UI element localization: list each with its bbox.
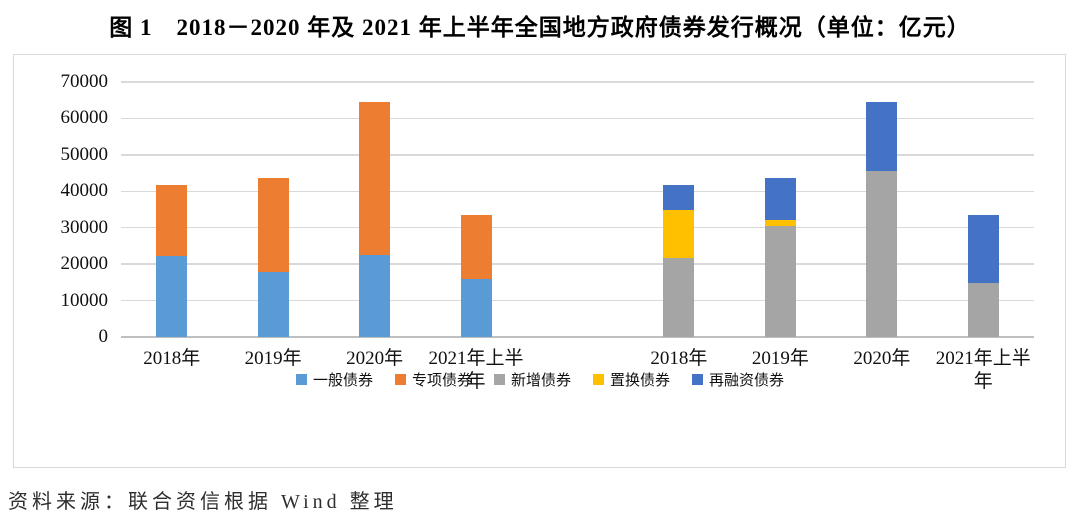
bar-segment	[663, 258, 695, 337]
x-axis-category-label: 2018年	[143, 348, 201, 369]
source-note: 资料来源：联合资信根据 Wind 整理	[8, 491, 398, 513]
legend-label: 新增债券	[510, 373, 571, 389]
legend-label: 置换债券	[610, 373, 671, 389]
legend-item: 一般债券	[295, 369, 373, 390]
bar-segment	[257, 272, 289, 337]
legend-swatch	[493, 374, 505, 385]
x-axis-category-label: 2020年	[853, 348, 911, 369]
legend-item: 专项债券	[394, 369, 472, 390]
x-axis-category-label: 2021年上半年	[428, 348, 524, 392]
bar-segment	[663, 210, 695, 259]
x-axis-line	[121, 336, 1034, 338]
legend-label: 专项债券	[411, 373, 472, 389]
bar-segment	[764, 219, 796, 226]
y-axis-tick-label: 40000	[60, 180, 109, 202]
bar-segment	[460, 279, 492, 337]
x-axis-category-label: 2019年	[244, 348, 302, 369]
y-axis-tick-label: 50000	[60, 143, 109, 165]
y-axis-tick-label: 0	[98, 326, 109, 347]
y-axis-tick-label: 30000	[60, 216, 109, 238]
gridline	[121, 190, 1034, 193]
legend-swatch	[295, 374, 307, 385]
gridline	[121, 226, 1034, 229]
bar-segment	[156, 256, 188, 337]
figure-title: 图 1 2018－2020 年及 2021 年上半年全国地方政府债券发行概况（单…	[109, 15, 971, 40]
bar-segment	[764, 225, 796, 337]
bar-segment	[663, 185, 695, 211]
bar-segment	[967, 215, 999, 284]
bar-segment	[156, 185, 188, 257]
y-axis-tick-label: 60000	[60, 107, 109, 129]
x-axis-category-label: 2019年	[751, 348, 809, 369]
x-axis-category-label: 2020年	[346, 348, 404, 369]
legend-item: 置换债券	[593, 369, 670, 390]
bar-segment	[866, 102, 898, 172]
bar-segment	[967, 283, 999, 337]
gridline	[121, 263, 1034, 265]
bar-segment	[764, 178, 796, 220]
gridline	[121, 154, 1034, 156]
y-axis-tick-label: 20000	[60, 253, 109, 275]
x-axis-category-label: 2021年上半年	[935, 348, 1031, 392]
legend-swatch	[593, 374, 604, 385]
legend-item: 新增债券	[493, 369, 571, 390]
y-axis-tick-label: 70000	[60, 71, 109, 92]
x-axis-category-label: 2018年	[650, 348, 708, 369]
legend-label: 再融资债券	[709, 373, 785, 389]
y-axis-tick-label: 10000	[60, 289, 109, 311]
bar-segment	[866, 171, 898, 337]
bar-segment	[460, 215, 492, 280]
legend-item: 再融资债券	[692, 369, 784, 390]
bar-segment	[359, 255, 391, 337]
legend-swatch	[394, 374, 406, 385]
legend-swatch	[692, 374, 704, 385]
legend: 一般债券 专项债券 新增债券 置换债券 再融资债券	[0, 369, 1080, 390]
bar-segment	[359, 102, 391, 256]
gridline	[121, 117, 1034, 120]
gridline	[121, 299, 1034, 302]
bar-segment	[257, 178, 289, 273]
legend-label: 一般债券	[312, 373, 373, 389]
gridline	[121, 81, 1034, 83]
chart-area: 0 10000 20000 30000 40000 50000 60000 70000 2018…	[13, 54, 1066, 468]
